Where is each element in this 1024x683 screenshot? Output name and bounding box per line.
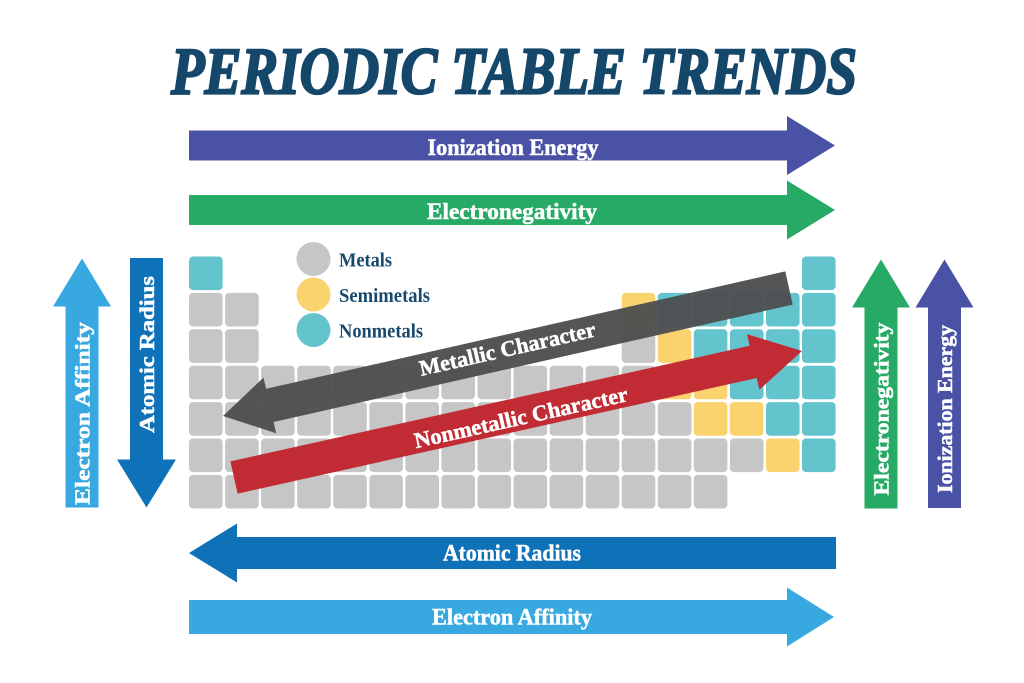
- svg-text:Electron Affinity: Electron Affinity: [71, 321, 95, 505]
- svg-text:Ionization Energy: Ionization Energy: [428, 135, 599, 160]
- svg-text:Electronegativity: Electronegativity: [870, 322, 894, 496]
- svg-text:Ionization Energy: Ionization Energy: [933, 324, 957, 493]
- svg-text:PERIODIC TABLE TRENDS: PERIODIC TABLE TRENDS: [170, 35, 857, 109]
- svg-text:Metals: Metals: [339, 250, 392, 272]
- svg-text:Atomic Radius: Atomic Radius: [443, 541, 581, 566]
- svg-text:Semimetals: Semimetals: [339, 285, 430, 307]
- svg-text:Atomic Radius: Atomic Radius: [135, 276, 159, 433]
- svg-text:Electron Affinity: Electron Affinity: [432, 605, 592, 630]
- svg-text:Nonmetals: Nonmetals: [339, 321, 423, 343]
- svg-text:Electronegativity: Electronegativity: [427, 199, 598, 224]
